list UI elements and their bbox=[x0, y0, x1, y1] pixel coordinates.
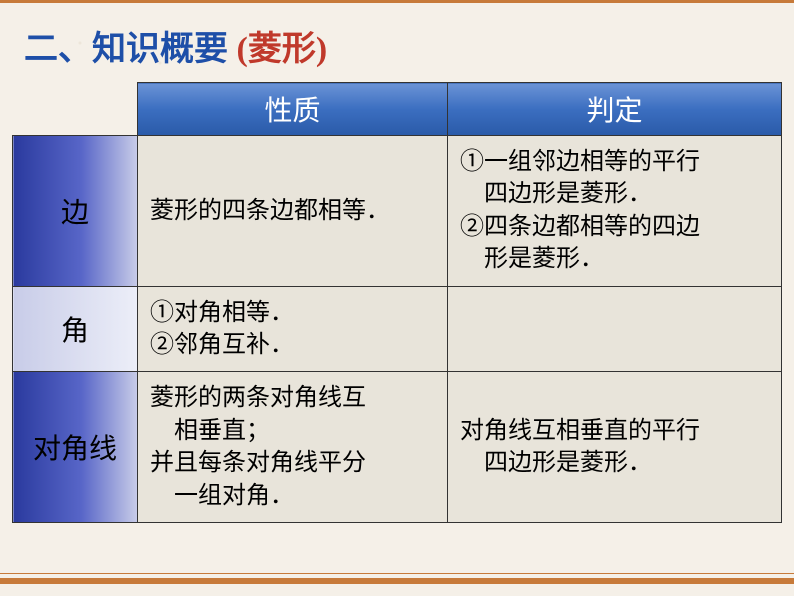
cell-line: 菱形的两条对角线互 bbox=[150, 385, 366, 411]
row-header-diagonal: 对角线 bbox=[13, 372, 138, 523]
bottom-divider-thick bbox=[0, 578, 794, 584]
cell-edge-judge: ①一组邻边相等的平行 四边形是菱形． ②四条边都相等的四边 形是菱形． bbox=[448, 136, 782, 287]
table-row: 角 ①对角相等． ②邻角互补． bbox=[13, 286, 782, 372]
bottom-divider-thin bbox=[0, 573, 794, 574]
cell-line: 形是菱形． bbox=[460, 246, 604, 272]
cell-line: ①对角相等． bbox=[150, 300, 294, 326]
cell-line: 并且每条对角线平分 bbox=[150, 450, 366, 476]
cell-diagonal-prop: 菱形的两条对角线互 相垂直； 并且每条对角线平分 一组对角． bbox=[138, 372, 448, 523]
cell-line: 一组对角． bbox=[150, 483, 294, 509]
cell-line: ②四条边都相等的四边 bbox=[460, 214, 700, 240]
corner-cell bbox=[13, 83, 138, 136]
col-header-judgement: 判定 bbox=[448, 83, 782, 136]
cell-edge-prop: 菱形的四条边都相等． bbox=[138, 136, 448, 287]
title-sub: (菱形) bbox=[237, 31, 328, 68]
cell-angle-judge bbox=[448, 286, 782, 372]
row-header-angle: 角 bbox=[13, 286, 138, 372]
knowledge-table: 性质 判定 边 菱形的四条边都相等． ①一组邻边相等的平行 四边形是菱形． ②四… bbox=[12, 82, 782, 523]
cell-diagonal-judge: 对角线互相垂直的平行 四边形是菱形． bbox=[448, 372, 782, 523]
table-header-row: 性质 判定 bbox=[13, 83, 782, 136]
title-main: 二、知识概要 bbox=[24, 31, 237, 68]
page-title: 二、知识概要 (菱形) bbox=[0, 3, 794, 82]
table-row: 对角线 菱形的两条对角线互 相垂直； 并且每条对角线平分 一组对角． 对角线互相… bbox=[13, 372, 782, 523]
cell-angle-prop: ①对角相等． ②邻角互补． bbox=[138, 286, 448, 372]
table-row: 边 菱形的四条边都相等． ①一组邻边相等的平行 四边形是菱形． ②四条边都相等的… bbox=[13, 136, 782, 287]
cell-line: ①一组邻边相等的平行 bbox=[460, 149, 700, 175]
col-header-property: 性质 bbox=[138, 83, 448, 136]
row-header-edge: 边 bbox=[13, 136, 138, 287]
cell-line: ②邻角互补． bbox=[150, 332, 294, 358]
knowledge-table-wrap: 性质 判定 边 菱形的四条边都相等． ①一组邻边相等的平行 四边形是菱形． ②四… bbox=[12, 82, 782, 523]
cell-line: 相垂直； bbox=[150, 418, 270, 444]
cell-line: 对角线互相垂直的平行 bbox=[460, 418, 700, 444]
cell-line: 四边形是菱形． bbox=[460, 450, 652, 476]
cell-line: 四边形是菱形． bbox=[460, 181, 652, 207]
